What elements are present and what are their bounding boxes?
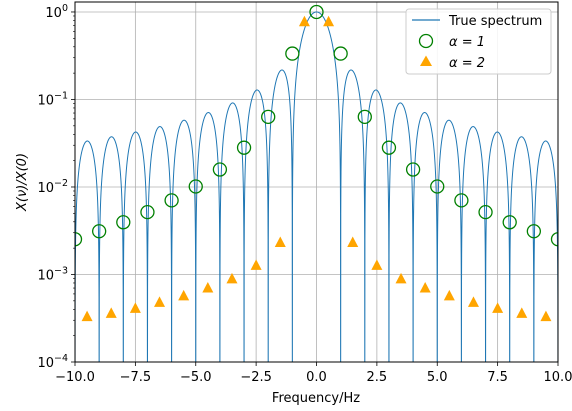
alpha-2-point bbox=[298, 15, 310, 27]
alpha-1-point bbox=[164, 193, 179, 208]
alpha-1-point bbox=[405, 162, 421, 177]
x-tick-label: 5.0 bbox=[427, 370, 448, 385]
alpha-2-point bbox=[347, 236, 359, 248]
legend-alpha-2-label: α = 2 bbox=[449, 56, 485, 71]
legend-box bbox=[405, 8, 552, 75]
plot-area bbox=[75, 4, 558, 362]
alpha-1-point bbox=[526, 224, 541, 239]
alpha-2-point bbox=[323, 15, 335, 27]
alpha-1-point bbox=[116, 215, 131, 230]
y-axis-label: X(ν)/X(0) bbox=[15, 153, 30, 212]
series-true-spectrum-line bbox=[75, 11, 558, 362]
x-axis-label: Frequency/Hz bbox=[272, 391, 360, 406]
alpha-2-point bbox=[81, 310, 93, 322]
alpha-1-point bbox=[478, 204, 493, 220]
alpha-1-point bbox=[188, 179, 203, 194]
x-tick-label: 10.0 bbox=[544, 370, 572, 385]
y-tick-label: 10−2 bbox=[37, 178, 68, 196]
alpha-2-point bbox=[250, 259, 262, 270]
alpha-1-point bbox=[430, 179, 445, 194]
x-tick-label: −5.0 bbox=[180, 370, 212, 385]
alpha-2-point bbox=[395, 272, 407, 284]
series-alpha-2-markers bbox=[81, 15, 552, 322]
legend-alpha-1-label: α = 1 bbox=[449, 35, 485, 50]
alpha-1-point bbox=[550, 232, 558, 247]
y-axis-ticks: 10−4 10−3 10−2 10−1 100 bbox=[37, 3, 75, 371]
alpha-1-point bbox=[261, 109, 276, 124]
x-tick-label: −7.5 bbox=[120, 370, 152, 385]
alpha-2-point bbox=[129, 302, 141, 313]
alpha-2-point bbox=[492, 302, 504, 313]
y-tick-label: 10−3 bbox=[37, 265, 68, 283]
alpha-1-point bbox=[381, 140, 397, 155]
alpha-2-point bbox=[178, 289, 190, 301]
x-tick-label: 2.5 bbox=[367, 370, 388, 385]
alpha-2-point bbox=[226, 272, 238, 284]
legend-alpha-1-swatch bbox=[418, 33, 434, 49]
alpha-1-point bbox=[236, 140, 252, 155]
alpha-2-point bbox=[516, 307, 528, 318]
alpha-1-point bbox=[92, 224, 107, 239]
y-tick-label: 100 bbox=[45, 3, 68, 21]
x-tick-label: 0.0 bbox=[306, 370, 327, 385]
legend-alpha-2-swatch bbox=[420, 55, 432, 66]
alpha-2-point bbox=[371, 259, 383, 270]
alpha-1-point bbox=[502, 215, 517, 230]
alpha-2-point bbox=[467, 296, 479, 307]
alpha-2-point bbox=[202, 282, 214, 293]
x-tick-label: 7.5 bbox=[487, 370, 508, 385]
legend-true-spectrum-label: True spectrum bbox=[448, 14, 542, 29]
alpha-1-point bbox=[357, 109, 372, 124]
y-tick-label: 10−1 bbox=[37, 90, 68, 108]
alpha-2-point bbox=[419, 282, 431, 293]
y-tick-label: 10−4 bbox=[37, 353, 68, 371]
x-axis-ticks: −10.0 −7.5 −5.0 −2.5 0.0 2.5 5.0 7.5 10.0 bbox=[55, 362, 572, 385]
x-tick-label: −10.0 bbox=[55, 370, 95, 385]
series-alpha-1-markers bbox=[75, 4, 558, 247]
alpha-1-point bbox=[454, 193, 469, 208]
alpha-1-point bbox=[75, 232, 83, 247]
alpha-2-point bbox=[105, 307, 117, 318]
alpha-2-point bbox=[443, 289, 455, 301]
alpha-2-point bbox=[540, 310, 552, 322]
alpha-1-point bbox=[333, 46, 348, 61]
alpha-1-point bbox=[285, 46, 300, 61]
alpha-1-point bbox=[309, 4, 324, 20]
alpha-1-point bbox=[140, 204, 155, 220]
legend: True spectrum α = 1 α = 2 bbox=[405, 8, 552, 75]
alpha-2-point bbox=[154, 296, 166, 307]
alpha-2-point bbox=[274, 236, 286, 248]
x-tick-label: −2.5 bbox=[240, 370, 272, 385]
alpha-1-point bbox=[212, 162, 228, 177]
